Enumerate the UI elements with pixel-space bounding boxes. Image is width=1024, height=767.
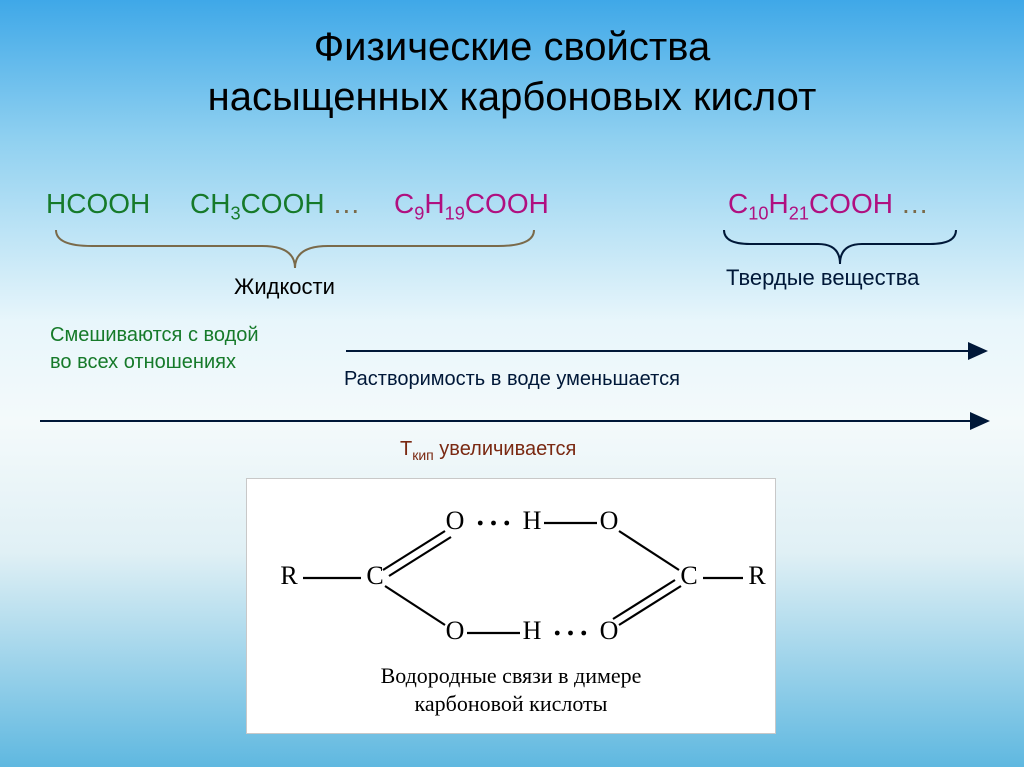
arrow-solubility-line [346,350,976,352]
svg-text:H: H [523,506,542,535]
arrow-solubility-head-icon [968,342,988,360]
formula-c10h21cooh: C10H21COOH … [728,188,929,220]
svg-text:R: R [748,561,766,590]
svg-text:O: O [600,616,619,645]
svg-text:O: O [446,506,465,535]
label-solids: Твердые вещества [726,265,919,291]
dimer-caption: Водородные связи в димере карбоновой кис… [247,662,775,717]
dimer-structure-diagram: R C O O H H O O C R [257,487,767,669]
title-line-1: Физические свойства [314,25,710,69]
title-line-2: насыщенных карбоновых кислот [208,75,817,119]
svg-text:C: C [366,561,383,590]
mix-water-line-1: Смешиваются с водой [50,324,259,346]
brace-liquids [52,226,538,278]
mix-water-line-2: во всех отношениях [50,351,236,373]
svg-text:R: R [280,561,298,590]
svg-text:O: O [446,616,465,645]
arrow-tkip-head-icon [970,412,990,430]
dimer-caption-line-1: Водородные связи в димере [381,663,642,688]
arrow-tkip-line [40,420,978,422]
formula-c9h19cooh: C9H19COOH [394,188,549,220]
svg-text:C: C [680,561,697,590]
boiling-point-text: Ткип увеличивается [400,438,576,463]
formula-ch3cooh: CH3COOH … [190,188,360,220]
label-liquids: Жидкости [234,274,335,300]
formula-hcooh: HCOOH [46,188,150,220]
slide-title: Физические свойства насыщенных карбоновы… [0,0,1024,122]
mix-with-water-text: Смешиваются с водой во всех отношениях [50,322,259,376]
dimer-structure-box: R C O O H H O O C R Водородные связи в димере кар… [246,478,776,734]
solubility-text: Растворимость в воде уменьшается [344,368,680,391]
dimer-caption-line-2: карбоновой кислоты [415,691,608,716]
svg-text:O: O [600,506,619,535]
svg-text:H: H [523,616,542,645]
